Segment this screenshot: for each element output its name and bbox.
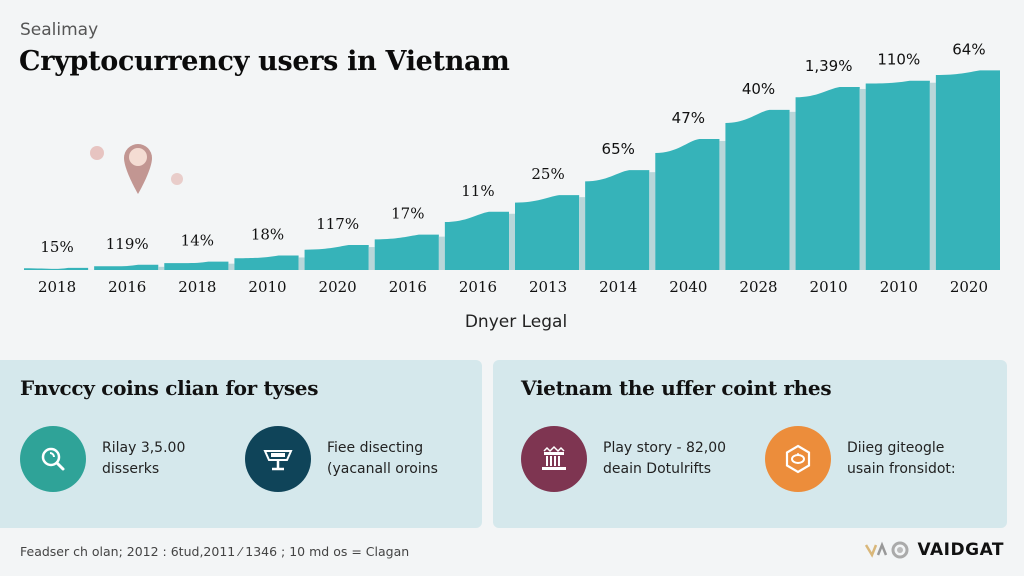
x-tick-label: 2010	[810, 278, 848, 296]
brand-name: VAIDGAT	[917, 540, 1004, 560]
panel-item: Rilay 3,5.00 disserks	[20, 426, 185, 492]
x-tick-label: 2010	[880, 278, 918, 296]
info-panel-left: Fnvccy coins clian for tyses Rilay 3,5.0…	[0, 360, 482, 528]
data-label: 1,39%	[805, 57, 853, 75]
x-tick-label: 2016	[108, 278, 146, 296]
data-label: 15%	[40, 238, 73, 256]
area-segment	[164, 261, 229, 270]
segment-gap	[228, 263, 235, 270]
info-panel-right: Vietnam the uffer coint rhes Play story …	[493, 360, 1007, 528]
panel-title: Fnvccy coins clian for tyses	[20, 376, 319, 400]
area-segment	[234, 255, 299, 270]
area-segment	[444, 211, 509, 270]
segment-gap	[368, 247, 375, 270]
data-label: 18%	[251, 225, 284, 243]
x-tick-label: 2020	[319, 278, 357, 296]
x-tick-label: 2018	[38, 278, 76, 296]
area-segment	[655, 138, 720, 270]
area-segment	[795, 86, 860, 271]
data-label: 117%	[316, 215, 359, 233]
area-segment	[515, 195, 580, 270]
hexagon-coin-icon	[765, 426, 831, 492]
segment-gap	[158, 266, 165, 270]
panel-item: Fiee disecting (yacanall oroins	[245, 426, 438, 492]
brand-mark-icon	[864, 541, 909, 559]
panel-item: Diieg giteogle usain fronsidot:	[765, 426, 956, 492]
blob-right	[171, 173, 183, 185]
item-line-1: Rilay 3,5.00	[102, 440, 186, 456]
segment-gap	[789, 111, 796, 270]
segment-gap	[929, 82, 936, 270]
data-label: 40%	[742, 80, 775, 98]
chart-bars	[24, 70, 1000, 271]
item-line-2: deain Dotulrifts	[603, 461, 712, 477]
item-line-2: usain fronsidot:	[847, 461, 956, 477]
panel-title: Vietnam the uffer coint rhes	[521, 376, 832, 400]
x-tick-label: 2016	[459, 278, 497, 296]
panel-item: Play story - 82,00 deain Dotulrifts	[521, 426, 726, 492]
segment-gap	[859, 88, 866, 271]
area-segment	[585, 170, 650, 270]
blob-left	[90, 146, 104, 160]
x-tick-label: 2040	[669, 278, 707, 296]
data-label: 47%	[672, 109, 705, 127]
x-tick-label: 2013	[529, 278, 567, 296]
footer-source-note: Feadser ch olan; 2012 : 6tud,2011 ⁄ 1346…	[20, 544, 410, 559]
item-line-2: (yacanall oroins	[327, 461, 438, 477]
item-line-1: Fiee disecting	[327, 440, 424, 456]
x-tick-label: 2010	[248, 278, 286, 296]
data-label: 25%	[531, 165, 564, 183]
data-label: 17%	[391, 205, 424, 223]
data-label: 11%	[461, 182, 494, 200]
segment-gap	[719, 140, 726, 270]
data-label: 119%	[106, 235, 149, 253]
area-segment	[374, 234, 439, 270]
item-line-1: Play story - 82,00	[603, 440, 727, 456]
data-label: 65%	[602, 140, 635, 158]
area-chart: 15% 119% 14% 18% 117% 17% 11% 25% 65% 47% 40% 1,39%…	[24, 40, 1000, 296]
location-pin-decoration	[90, 144, 183, 194]
x-tick-label: 2016	[389, 278, 427, 296]
area-segment	[725, 109, 790, 270]
search-icon	[20, 426, 86, 492]
data-label: 64%	[952, 40, 985, 58]
area-segment	[24, 267, 89, 270]
x-tick-label: 2014	[599, 278, 637, 296]
bank-icon	[521, 426, 587, 492]
x-tick-label: 2020	[950, 278, 988, 296]
chart-x-ticks: 2018 2016 2018 2010 2020 2016 2016 2013 2014 2040…	[38, 278, 988, 296]
x-axis-label: Dnyer Legal	[464, 312, 568, 332]
x-tick-label: 2028	[739, 278, 777, 296]
data-label: 110%	[877, 51, 920, 69]
item-line-2: disserks	[102, 461, 160, 477]
x-tick-label: 2018	[178, 278, 216, 296]
brand-logo: VAIDGAT	[864, 540, 1004, 560]
area-segment	[94, 264, 159, 270]
page-title: Cryptocurrency users in Vietnam	[19, 46, 510, 77]
segment-gap	[649, 172, 656, 270]
area-segment	[304, 245, 369, 270]
chart-data-labels: 15% 119% 14% 18% 117% 17% 11% 25% 65% 47% 40% 1,39%…	[40, 40, 985, 256]
segment-gap	[298, 257, 305, 270]
area-segment	[935, 70, 1000, 270]
cart-icon	[245, 426, 311, 492]
segment-gap	[509, 213, 515, 270]
kicker-label: Sealimay	[20, 20, 99, 40]
segment-gap	[438, 236, 445, 270]
data-label: 14%	[181, 232, 214, 250]
area-segment	[865, 80, 930, 270]
segment-gap	[579, 197, 586, 270]
item-line-1: Diieg giteogle	[847, 440, 945, 456]
